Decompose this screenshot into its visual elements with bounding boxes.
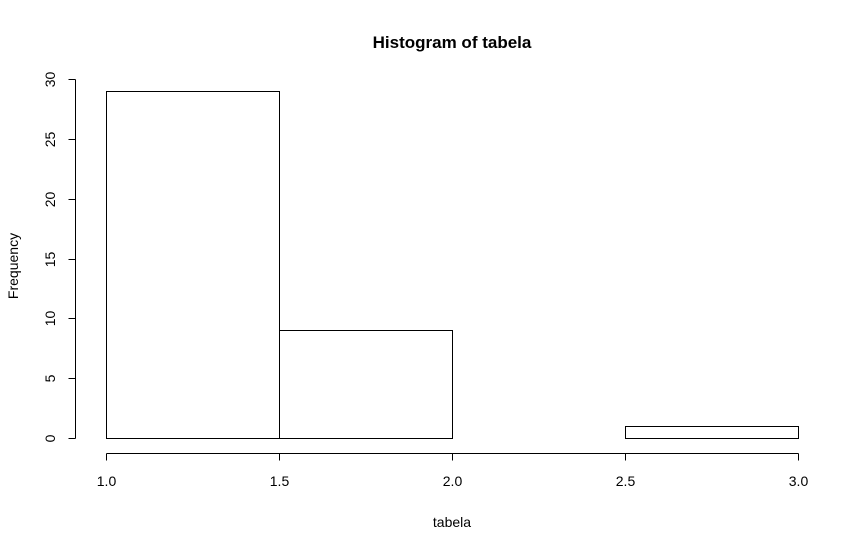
y-tick-label-5: 25 bbox=[42, 132, 58, 148]
y-tick-label-6: 30 bbox=[42, 72, 58, 88]
y-axis-label: Frequency bbox=[5, 233, 21, 299]
chart-title: Histogram of tabela bbox=[373, 33, 532, 52]
y-tick-label-1: 5 bbox=[42, 374, 58, 382]
histogram-bar-0 bbox=[106, 91, 280, 439]
y-tick-label-3: 15 bbox=[42, 252, 58, 268]
x-axis: 1.0 1.5 2.0 2.5 3.0 bbox=[97, 453, 809, 489]
histogram-bar-3 bbox=[625, 426, 799, 439]
y-axis: 0 5 10 15 20 25 30 bbox=[42, 72, 76, 442]
x-tick-label-1: 1.5 bbox=[270, 473, 290, 489]
x-tick-label-0: 1.0 bbox=[97, 473, 117, 489]
y-tick-label-4: 20 bbox=[42, 192, 58, 208]
x-tick-label-4: 3.0 bbox=[789, 473, 809, 489]
x-tick-label-3: 2.5 bbox=[616, 473, 636, 489]
x-tick-label-2: 2.0 bbox=[443, 473, 463, 489]
x-axis-label: tabela bbox=[433, 514, 471, 530]
bars-group bbox=[106, 91, 799, 439]
y-tick-label-0: 0 bbox=[42, 434, 58, 442]
y-tick-label-2: 10 bbox=[42, 311, 58, 327]
histogram-bar-1 bbox=[279, 330, 453, 439]
